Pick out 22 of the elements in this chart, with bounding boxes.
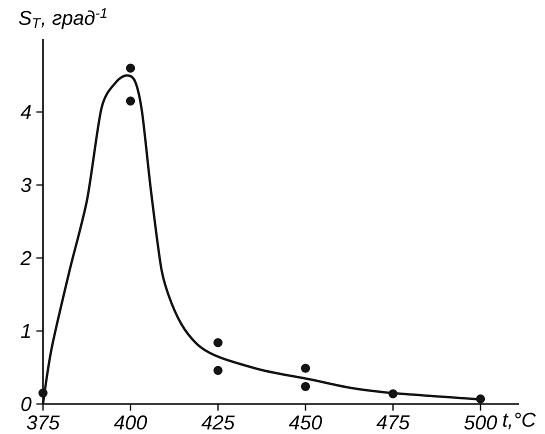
x-tick-label: 450: [288, 415, 322, 430]
point: [213, 338, 223, 348]
point: [38, 388, 48, 398]
y-tick-label: 1: [21, 324, 30, 338]
y-tick-label: 4: [20, 105, 31, 119]
point: [126, 96, 136, 106]
point: [388, 389, 398, 398]
point: [126, 64, 136, 73]
x-tick-label: 475: [376, 415, 410, 430]
point: [300, 364, 310, 373]
point: [476, 394, 486, 404]
y-axis-title: S$_{T}$, град$^{-1}$: [18, 8, 106, 29]
x-tick-label: 400: [114, 415, 148, 430]
point: [213, 366, 223, 375]
x-tick-label: 375: [26, 415, 60, 430]
y-tick-label: 0: [21, 396, 32, 412]
y-tick-label: 3: [20, 178, 32, 192]
x-tick-label: 425: [201, 415, 235, 430]
point: [300, 382, 310, 392]
y-tick-label: 2: [20, 251, 32, 265]
x-axis-title: t,°C: [503, 412, 536, 430]
x-tick-label: 500: [464, 415, 498, 430]
